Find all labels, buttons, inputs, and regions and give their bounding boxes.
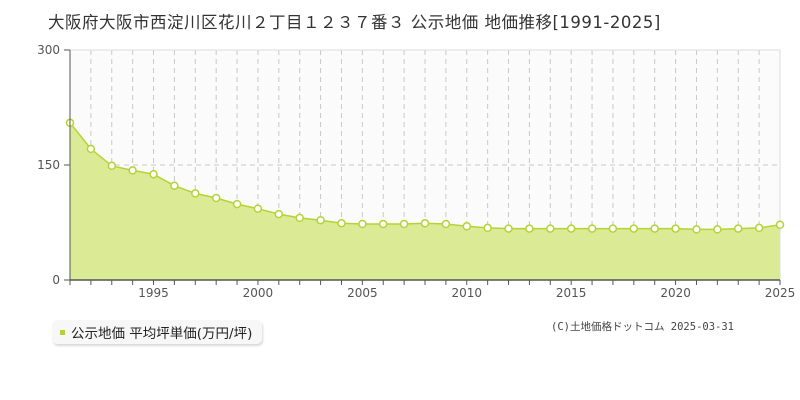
data-points	[65, 118, 785, 234]
chart-title: 大阪府大阪市西淀川区花川２丁目１２３７番３ 公示地価 地価推移[1991-202…	[48, 13, 661, 32]
svg-text:300: 300	[37, 43, 60, 57]
svg-text:2005: 2005	[347, 286, 378, 300]
x-axis-labels: 1995 2000 2005 2010 2015 2020 2025	[138, 286, 795, 300]
legend-label: 公示地価 平均坪単価(万円/坪)	[71, 326, 253, 342]
svg-text:2020: 2020	[660, 286, 691, 300]
y-axis-labels: 0 150 300	[37, 43, 60, 287]
legend-swatch-icon	[60, 329, 65, 335]
land-price-chart: 0 150 300 1995 2000 2005 2010 2015 2020 2025	[37, 43, 795, 300]
legend: 公示地価 平均坪単価(万円/坪)	[52, 320, 263, 344]
svg-text:2010: 2010	[451, 286, 482, 300]
svg-text:0: 0	[52, 273, 60, 287]
svg-text:2015: 2015	[556, 286, 587, 300]
copyright-text: (C)土地価格ドットコム 2025-03-31	[551, 321, 735, 333]
svg-text:1995: 1995	[138, 286, 169, 300]
area-fill	[70, 122, 780, 280]
svg-text:150: 150	[37, 158, 60, 172]
axes	[64, 49, 781, 285]
svg-text:2000: 2000	[243, 286, 274, 300]
svg-text:2025: 2025	[765, 286, 796, 300]
